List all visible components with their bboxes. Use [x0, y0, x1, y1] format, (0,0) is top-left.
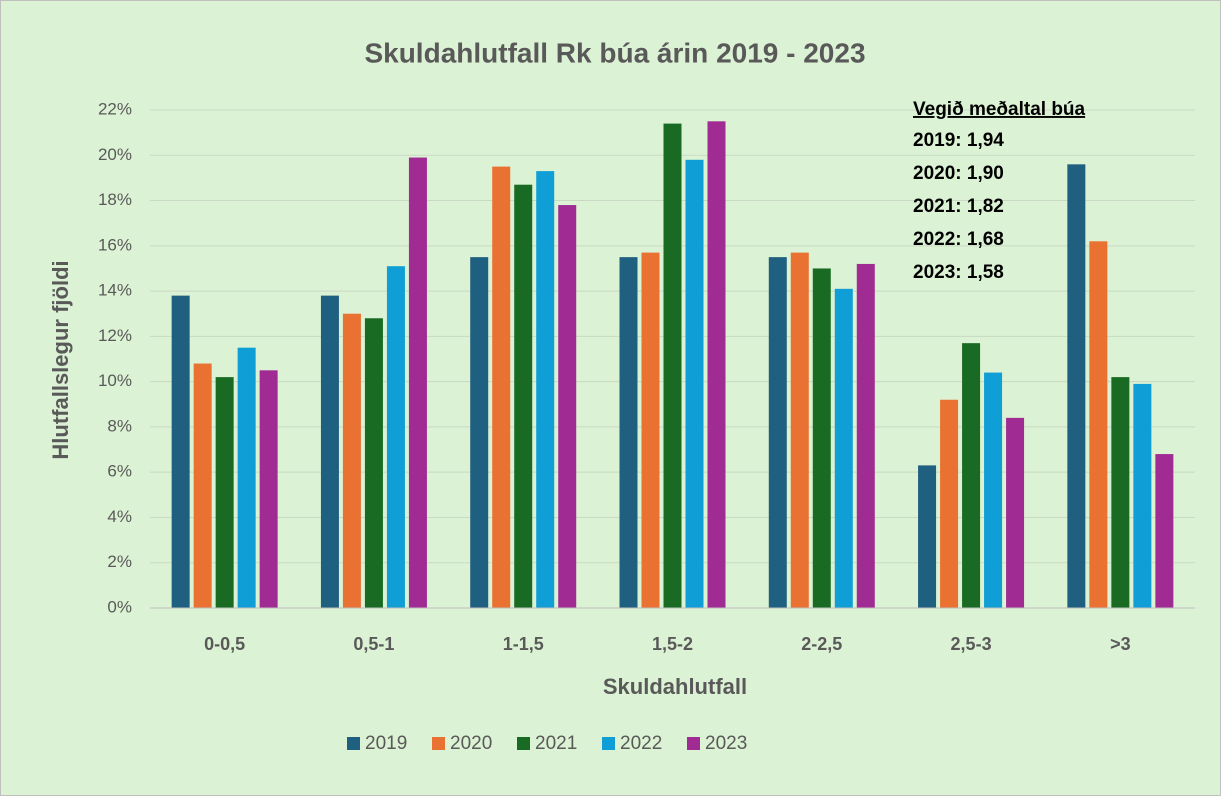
legend-swatch — [602, 737, 615, 750]
y-tick-label: 18% — [98, 190, 132, 209]
bar — [1111, 377, 1130, 608]
y-tick-label: 14% — [98, 281, 132, 300]
bar — [171, 295, 190, 608]
bar — [918, 465, 937, 608]
bar — [408, 157, 427, 608]
bar — [259, 370, 278, 608]
bar — [984, 372, 1003, 608]
x-tick-label: 1,5-2 — [652, 634, 693, 654]
legend-swatch — [432, 737, 445, 750]
bar — [320, 295, 339, 608]
bar — [364, 318, 383, 608]
y-tick-label: 22% — [98, 99, 132, 118]
x-tick-label: 2,5-3 — [951, 634, 992, 654]
legend-label: 2020 — [450, 733, 492, 754]
legend-label: 2021 — [535, 733, 577, 754]
annotation-line: 2019: 1,94 — [913, 130, 1004, 151]
chart-title: Skuldahlutfall Rk búa árin 2019 - 2023 — [364, 37, 865, 68]
legend-label: 2023 — [705, 733, 747, 754]
x-tick-label: >3 — [1110, 634, 1131, 654]
bar — [558, 205, 577, 608]
bar — [342, 313, 361, 608]
y-axis-label: Hlutfallslegur fjöldi — [48, 260, 73, 459]
bar — [193, 363, 212, 608]
annotation-line: 2020: 1,90 — [913, 163, 1004, 184]
bar — [768, 257, 787, 608]
bar — [707, 121, 726, 609]
bar — [1089, 241, 1108, 609]
bar — [856, 263, 875, 608]
x-axis-label: Skuldahlutfall — [603, 674, 747, 699]
bar — [619, 257, 638, 608]
bar — [1067, 164, 1086, 608]
y-tick-label: 10% — [98, 371, 132, 390]
x-tick-label: 0,5-1 — [353, 634, 394, 654]
bar — [663, 123, 682, 608]
bar — [834, 288, 853, 608]
bar — [215, 377, 234, 608]
legend-label: 2022 — [620, 733, 662, 754]
bar — [940, 399, 959, 608]
bar — [1155, 454, 1174, 608]
y-tick-label: 16% — [98, 235, 132, 254]
bar — [470, 257, 489, 608]
bar — [812, 268, 831, 608]
y-tick-label: 0% — [107, 597, 132, 616]
y-tick-label: 12% — [98, 326, 132, 345]
bar — [641, 252, 660, 609]
bar — [386, 266, 405, 608]
legend-swatch — [687, 737, 700, 750]
legend-swatch — [517, 737, 530, 750]
y-tick-label: 8% — [107, 416, 132, 435]
bar — [685, 159, 704, 609]
x-tick-label: 2-2,5 — [801, 634, 842, 654]
bar — [962, 343, 981, 608]
y-tick-label: 4% — [107, 507, 132, 526]
bar — [790, 252, 809, 609]
bar — [1006, 417, 1025, 608]
bar — [1133, 383, 1152, 608]
bar — [536, 171, 555, 609]
annotation-title: Vegið meðaltal búa — [913, 99, 1086, 120]
bar — [237, 347, 256, 608]
annotation-line: 2022: 1,68 — [913, 229, 1004, 250]
x-tick-label: 0-0,5 — [204, 634, 245, 654]
legend-label: 2019 — [365, 733, 407, 754]
bar — [492, 166, 511, 608]
y-tick-label: 6% — [107, 462, 132, 481]
y-tick-label: 20% — [98, 145, 132, 164]
y-tick-label: 2% — [107, 552, 132, 571]
annotation-line: 2021: 1,82 — [913, 196, 1004, 217]
annotation-line: 2023: 1,58 — [913, 262, 1004, 283]
bar — [514, 184, 533, 608]
x-tick-label: 1-1,5 — [503, 634, 544, 654]
legend-swatch — [347, 737, 360, 750]
